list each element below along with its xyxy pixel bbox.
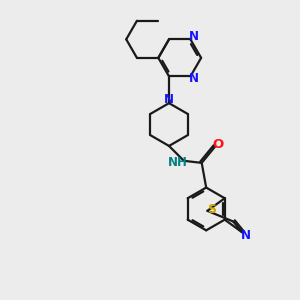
Text: N: N [189,72,199,85]
Text: O: O [212,138,224,151]
Text: N: N [189,31,199,44]
Text: N: N [241,229,250,242]
Text: S: S [207,203,216,216]
Text: NH: NH [168,156,188,169]
Text: N: N [164,93,174,106]
